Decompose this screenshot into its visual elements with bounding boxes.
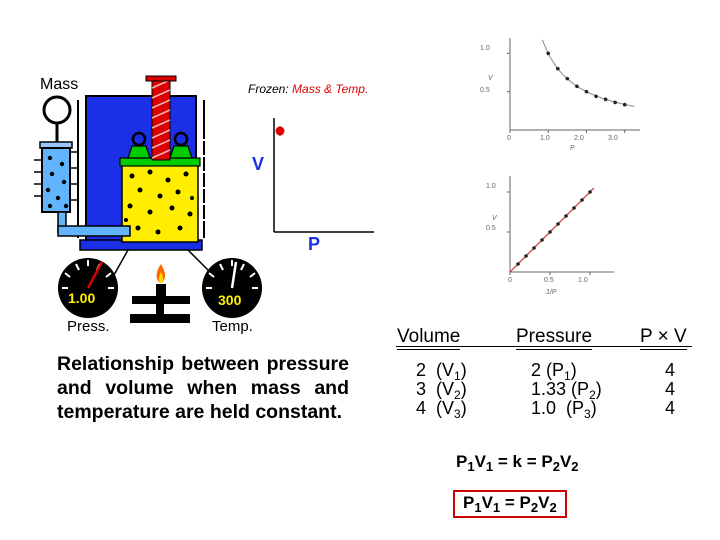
table-cell: 1.33 (P2) xyxy=(531,379,602,402)
data-point xyxy=(572,206,576,210)
temperature-gauge-value: 300 xyxy=(218,292,242,308)
mass-inlet-tube xyxy=(57,225,131,237)
pressure-column: 2 (P1) 1.33 (P2) 1.0 (P3) xyxy=(531,360,602,421)
y-tick-label: 0.5 xyxy=(480,87,490,94)
x-tick-label: 2.0 xyxy=(574,135,584,142)
frozen-note: Frozen: Mass & Temp. xyxy=(248,82,368,96)
trend-line xyxy=(509,187,595,273)
table-cell: 2 (V1) xyxy=(416,360,467,383)
table-cell: 2 (P1) xyxy=(531,360,577,383)
data-point xyxy=(532,246,536,250)
data-point xyxy=(584,89,589,94)
sketch-x-label: P xyxy=(308,234,321,254)
data-point xyxy=(564,214,568,218)
piston-handle xyxy=(145,75,177,82)
frozen-prefix: Frozen: xyxy=(248,82,289,96)
pressure-gauge-value: 1.00 xyxy=(68,290,96,306)
mass-label: Mass xyxy=(40,76,79,93)
relationship-description: Relationship between pressure and volume… xyxy=(57,353,349,423)
y-tick-label: 1.0 xyxy=(480,45,490,52)
y-axis-label: V xyxy=(492,215,498,222)
y-tick-label: 1.0 xyxy=(486,183,496,190)
pressure-label: Press. xyxy=(67,318,110,335)
header-underline xyxy=(396,346,692,347)
volume-mark: 1 xyxy=(223,212,231,228)
data-point xyxy=(622,102,627,107)
header-volume: Volume xyxy=(397,326,461,350)
data-point xyxy=(594,94,598,99)
x-axis-label: 1/P xyxy=(546,289,557,296)
sketch-y-label: V xyxy=(252,154,265,174)
pressure-gauge-icon xyxy=(58,258,118,318)
data-point xyxy=(575,84,579,89)
weight-right xyxy=(169,131,193,159)
table-cell: 4 xyxy=(665,398,676,418)
y-tick-label: 0.5 xyxy=(486,225,496,232)
boyle-equation-boxed: P1V1 = P2V2 xyxy=(453,490,567,518)
temperature-label: Temp. xyxy=(212,318,253,335)
header-pxv: P × V xyxy=(640,326,687,350)
v-vs-p-plot: 1.0 0.5 V 0 1.0 2.0 3.0 P xyxy=(480,38,640,152)
x-tick-label: 1.0 xyxy=(540,135,550,142)
table-cell: 3 (V2) xyxy=(416,379,467,402)
frozen-vars: Mass & Temp. xyxy=(292,82,369,96)
x-tick-label: 3.0 xyxy=(608,135,618,142)
volume-scale xyxy=(202,139,222,221)
table-cell: 4 (V3) xyxy=(416,398,467,421)
x-axis-label: P xyxy=(570,145,575,152)
data-point xyxy=(613,100,617,105)
sketch-vp-graph xyxy=(273,118,374,233)
volume-label: Vol. xyxy=(205,112,231,129)
x-tick-label: 0 xyxy=(508,277,512,284)
boyle-equation-k: P1V1 = k = P2V2 xyxy=(456,452,579,474)
data-point xyxy=(546,51,551,56)
volume-mark: 3 xyxy=(223,180,231,196)
data-point xyxy=(540,238,544,242)
curve-line xyxy=(542,39,635,107)
data-point xyxy=(580,198,584,202)
data-point xyxy=(588,190,592,194)
pxv-column: 4 4 4 xyxy=(665,361,675,418)
table-cell: 4 xyxy=(665,360,676,380)
table-cell: 1.0 (P3) xyxy=(531,398,597,421)
table-cell: 4 xyxy=(665,379,676,399)
burner-icon xyxy=(130,264,190,323)
data-point xyxy=(603,97,608,102)
y-axis-label: V xyxy=(488,75,494,82)
volume-mark: 4 xyxy=(223,164,231,180)
volume-mark: 6 xyxy=(223,132,231,148)
temperature-gauge-icon xyxy=(202,258,262,318)
volume-column: 2 (V1) 3 (V2) 4 (V3) xyxy=(416,360,467,421)
gas-molecules xyxy=(124,169,194,235)
weight-left xyxy=(127,131,151,159)
data-point xyxy=(548,230,552,234)
header-pressure: Pressure xyxy=(516,326,593,350)
mass-valve-icon xyxy=(42,95,72,125)
x-tick-label: 1.0 xyxy=(578,277,588,284)
x-tick-label: 0.5 xyxy=(544,277,554,284)
volume-marks: 6 5 4 3 2 1 xyxy=(223,132,231,228)
volume-mark: 5 xyxy=(223,148,231,164)
v-vs-inverse-p-plot: 1.0 0.5 V 0 0.5 1.0 1/P xyxy=(486,176,614,296)
gas-volume xyxy=(121,163,199,243)
x-tick-label: 0 xyxy=(507,135,511,142)
volume-mark: 2 xyxy=(223,196,231,212)
mass-reservoir xyxy=(41,147,71,213)
data-point xyxy=(565,76,570,81)
data-point xyxy=(555,66,560,71)
data-point xyxy=(556,222,560,226)
data-point xyxy=(524,254,528,258)
data-point xyxy=(516,262,520,266)
